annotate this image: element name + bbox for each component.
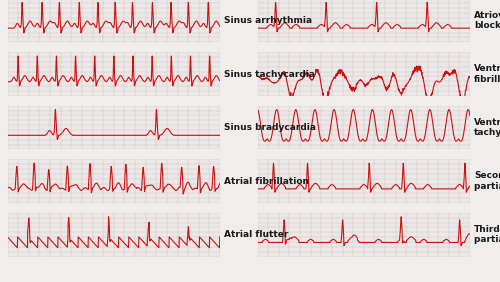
Text: Atrial flutter: Atrial flutter bbox=[224, 230, 288, 239]
Text: Ventricular
tachycardia: Ventricular tachycardia bbox=[474, 118, 500, 137]
Text: Atrioventricular
block: Atrioventricular block bbox=[474, 11, 500, 30]
Text: Sinus arrhythmia: Sinus arrhythmia bbox=[224, 16, 312, 25]
Text: Sinus tachycardia: Sinus tachycardia bbox=[224, 70, 315, 78]
Text: Ventricular
fibrillation: Ventricular fibrillation bbox=[474, 64, 500, 84]
Text: Third-degree
partial block: Third-degree partial block bbox=[474, 225, 500, 244]
Text: Sinus bradycardia: Sinus bradycardia bbox=[224, 123, 316, 132]
Text: Second-degree
partial block: Second-degree partial block bbox=[474, 171, 500, 191]
Text: Atrial fibrillation: Atrial fibrillation bbox=[224, 177, 309, 186]
